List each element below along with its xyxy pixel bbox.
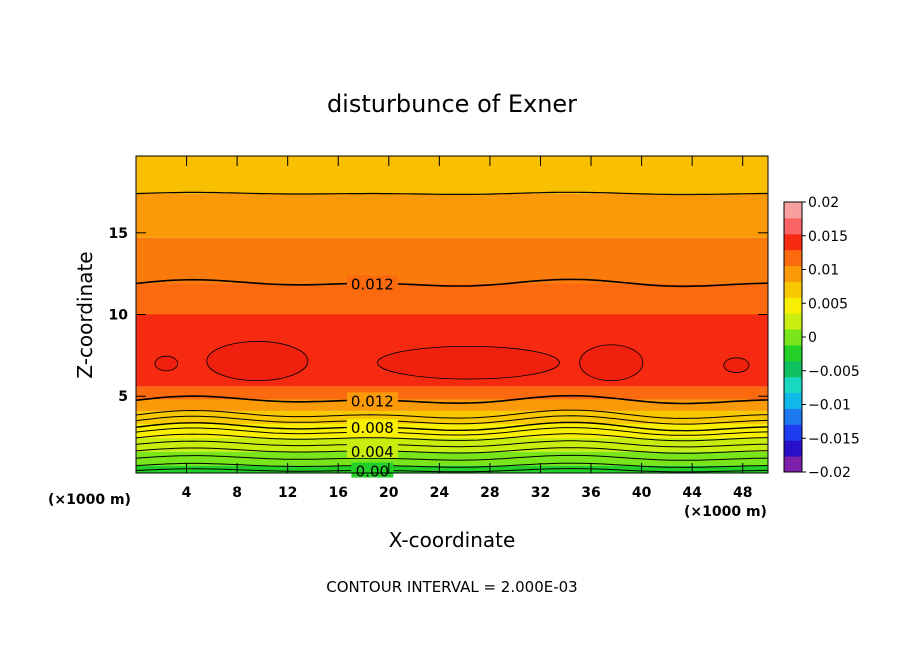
contour-line xyxy=(136,447,768,454)
colorbar-swatch xyxy=(784,249,802,267)
chart-title: disturbunce of Exner xyxy=(327,90,577,118)
field-band xyxy=(136,410,768,424)
colorbar-swatch xyxy=(784,281,802,298)
colorbar-swatch xyxy=(784,376,802,394)
contour-lines xyxy=(136,191,768,473)
contour-line xyxy=(136,462,768,468)
colorbar-swatch xyxy=(784,424,802,441)
contour-label: 0.012 xyxy=(351,392,394,410)
field-band xyxy=(136,437,768,452)
field-band xyxy=(136,237,768,284)
y-axis-title: Z-coordinate xyxy=(73,251,97,378)
colorbar-label: 0.005 xyxy=(808,296,848,312)
x-tick-label: 48 xyxy=(733,485,752,501)
max-region xyxy=(579,344,644,382)
x-ticks: 4 8 12 16 20 24 28 32 36 40 44 48 xyxy=(182,156,752,501)
colorbar-label: −0.02 xyxy=(808,465,851,481)
max-region xyxy=(723,357,750,373)
colorbar-swatch xyxy=(784,360,802,378)
field-band xyxy=(136,399,768,411)
contour-label: 0.00 xyxy=(356,463,389,481)
colorbar-swatch xyxy=(784,440,802,457)
x-tick-label: 24 xyxy=(430,485,450,501)
colorbar-label: −0.005 xyxy=(808,364,860,380)
x-tick-label: 20 xyxy=(379,485,399,501)
contour-labels: 0.012 0.012 0.008 0.004 0.00 xyxy=(346,275,398,481)
y-tick-label: 15 xyxy=(109,226,128,242)
contour-line xyxy=(136,394,768,405)
colorbar-swatch xyxy=(784,297,802,314)
colorbar-swatch xyxy=(784,329,802,346)
contour-label-bg xyxy=(351,462,394,478)
contour-line xyxy=(136,409,768,419)
x-axis-title: X-coordinate xyxy=(389,528,516,552)
contour-label: 0.008 xyxy=(351,419,394,437)
field-band xyxy=(136,386,768,400)
contour-line xyxy=(136,468,768,473)
colorbar-swatch xyxy=(784,265,802,282)
x-tick-label: 36 xyxy=(581,485,600,501)
field-band xyxy=(136,451,768,466)
colorbar-label: 0.02 xyxy=(808,195,839,211)
y-ticks: 5 10 15 xyxy=(109,226,768,405)
contour-line xyxy=(136,440,768,448)
x-unit-left: (×1000 m) xyxy=(48,492,131,508)
contour-label: 0.004 xyxy=(351,443,394,461)
x-tick-label: 8 xyxy=(232,485,242,501)
contour-line xyxy=(136,421,768,432)
contour-line xyxy=(136,427,768,436)
x-tick-label: 12 xyxy=(278,485,297,501)
colorbar-swatch xyxy=(784,233,802,251)
colorbar-label: 0 xyxy=(808,330,817,346)
contour-label-bg xyxy=(346,275,398,291)
colorbar-swatch xyxy=(784,313,802,330)
colorbar-swatch xyxy=(784,392,802,409)
contour-label-bg xyxy=(346,442,398,458)
field-band xyxy=(136,465,768,473)
x-tick-label: 44 xyxy=(682,485,702,501)
contour-line xyxy=(136,454,768,461)
max-region xyxy=(377,345,560,380)
x-unit-right: (×1000 m) xyxy=(684,504,767,520)
field-band xyxy=(136,156,768,194)
field-band xyxy=(136,193,768,238)
colorbar-swatch xyxy=(784,408,802,425)
contour-label-bg xyxy=(346,392,398,408)
contour-line xyxy=(136,191,768,196)
max-region xyxy=(206,341,309,382)
x-tick-label: 32 xyxy=(531,485,550,501)
contour-line xyxy=(136,278,768,288)
filled-bands xyxy=(136,156,768,473)
colorbar-label: −0.015 xyxy=(808,431,860,447)
colorbar-label: −0.01 xyxy=(808,398,851,414)
colorbar-swatch xyxy=(784,202,802,219)
x-tick-label: 4 xyxy=(182,485,192,501)
colorbar-label: 0.015 xyxy=(808,229,848,245)
y-tick-label: 10 xyxy=(109,308,129,324)
contour-label-bg xyxy=(346,419,398,435)
colorbar-swatch xyxy=(784,217,802,235)
x-tick-label: 16 xyxy=(328,485,347,501)
colorbar: 0.02 0.015 0.01 0.005 0 −0.005 −0.01 −0.015 −0.0… xyxy=(783,195,860,481)
colorbar-swatch xyxy=(784,344,802,362)
field-band xyxy=(136,283,768,315)
contour-line xyxy=(136,415,768,425)
contour-label: 0.012 xyxy=(351,275,394,293)
contour-line xyxy=(136,433,768,442)
contour-interval-note: CONTOUR INTERVAL = 2.000E-03 xyxy=(326,578,577,596)
max-region xyxy=(154,355,179,372)
x-tick-label: 28 xyxy=(480,485,499,501)
colorbar-label: 0.01 xyxy=(808,263,839,279)
x-tick-label: 40 xyxy=(632,485,652,501)
colorbar-swatch xyxy=(784,456,802,473)
y-tick-label: 5 xyxy=(118,389,128,405)
